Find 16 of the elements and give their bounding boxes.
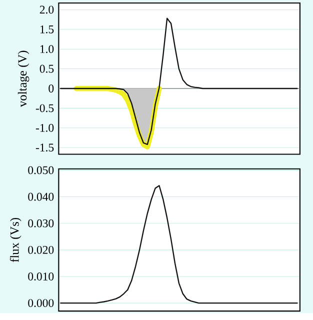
y-tick-label: -1.0 [36, 124, 54, 132]
y-tick-label: -0.5 [36, 104, 54, 112]
y-axis-title: voltage (V) [18, 50, 30, 108]
y-tick-label: 1.5 [40, 25, 54, 34]
y-tick-label: 0 [48, 84, 54, 92]
y-tick-label: 0.050 [28, 166, 54, 174]
y-tick-label: 0.5 [40, 64, 54, 73]
y-tick-label: 0.040 [28, 192, 54, 201]
y-tick-label: 2.0 [40, 6, 54, 14]
y-tick-label: 0.020 [28, 246, 54, 254]
y-tick-label: 0.000 [28, 299, 54, 308]
y-tick-label: -1.5 [36, 144, 54, 152]
y-tick-label: 0.030 [28, 219, 54, 228]
y-axis-title: flux (Vs) [10, 218, 22, 262]
y-tick-label: 1.0 [40, 45, 54, 54]
y-tick-label: 0.010 [28, 272, 54, 280]
